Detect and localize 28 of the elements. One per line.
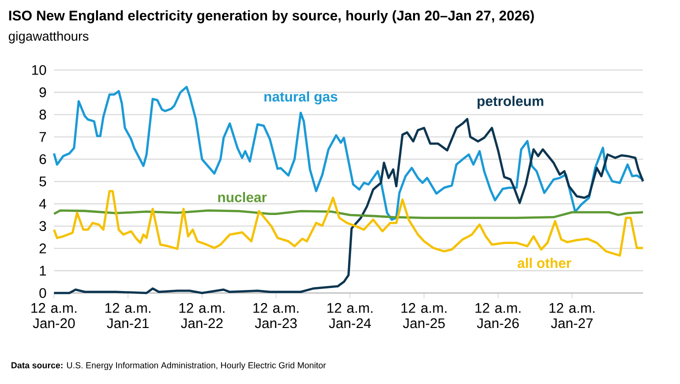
x-tick-label: 12 a.m. Jan-22	[179, 303, 224, 328]
chart-title: ISO New England electricity generation by source, hourly (Jan 20–Jan 27, 2026)	[9, 10, 534, 24]
y-tick-label: 0	[39, 288, 46, 298]
y-tick-label: 9	[40, 87, 46, 98]
x-tick-label: 12 a.m. Jan-26	[475, 303, 520, 328]
line-series	[52, 118, 644, 294]
y-tick-label: 1	[40, 266, 46, 276]
text: Data source: U.S. Energy Information Administration, Hourly Electric Grid Monitor	[12, 362, 326, 370]
y-tick-label: 4	[39, 199, 46, 209]
series-label: all other	[518, 258, 572, 268]
line-series	[52, 190, 644, 257]
series-label: natural gas	[264, 91, 338, 104]
y-tick-label: 6	[40, 154, 46, 164]
x-tick-label: 12 a.m. Jan-24	[327, 303, 372, 328]
y-tick-label: 8	[39, 110, 46, 120]
y-tick-label: 5	[39, 176, 46, 186]
x-tick-label: 12 a.m. Jan-27	[550, 303, 594, 328]
x-tick-label: 12 a.m. Jan-21	[105, 303, 150, 328]
x-tick-label: 12 a.m. Jan-25	[401, 303, 446, 328]
y-tick-label: 3	[39, 221, 46, 232]
series-label: petroleum	[478, 96, 544, 109]
x-tick-label: 12 a.m. Jan-20	[31, 303, 76, 328]
y-axis-title: gigawatthours	[8, 31, 88, 44]
y-tick-label: 7	[40, 132, 46, 142]
y-tick-label: 2	[40, 244, 46, 254]
series-label: nuclear	[218, 192, 267, 202]
y-tick-label: 10	[32, 65, 46, 75]
x-tick-label: 12 a.m. Jan-23	[253, 303, 298, 328]
